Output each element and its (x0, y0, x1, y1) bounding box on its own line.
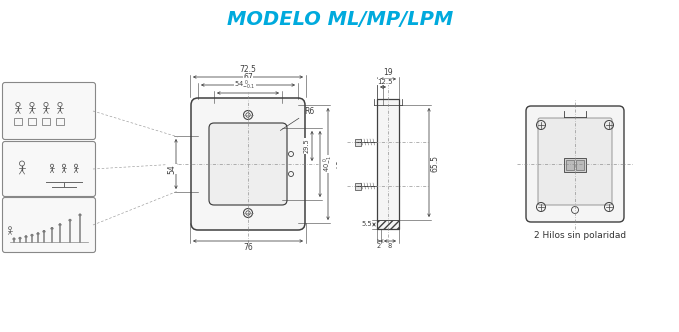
FancyBboxPatch shape (538, 118, 612, 205)
Text: $40^{\ 0}_{-1}$: $40^{\ 0}_{-1}$ (322, 155, 335, 173)
Bar (576, 160, 584, 170)
Text: 76: 76 (330, 159, 339, 169)
Text: 72.5: 72.5 (240, 65, 257, 74)
Text: 12.5: 12.5 (378, 79, 392, 85)
Circle shape (43, 230, 45, 233)
FancyBboxPatch shape (191, 98, 305, 230)
Circle shape (69, 219, 71, 221)
Bar (566, 160, 574, 170)
Text: 65.5: 65.5 (431, 155, 440, 173)
Text: 67: 67 (243, 73, 253, 82)
Text: 19: 19 (383, 68, 393, 77)
Circle shape (37, 232, 39, 235)
Circle shape (79, 214, 81, 216)
Bar (377, 220, 399, 229)
Text: R6: R6 (280, 107, 314, 130)
Text: 2: 2 (377, 243, 381, 249)
Circle shape (13, 238, 15, 240)
FancyBboxPatch shape (3, 198, 96, 253)
FancyBboxPatch shape (3, 82, 96, 139)
Circle shape (19, 237, 21, 239)
Bar (355, 183, 361, 190)
Bar (56, 118, 64, 125)
Text: 29.5: 29.5 (304, 139, 310, 153)
Text: 76: 76 (243, 243, 253, 252)
Bar (377, 99, 399, 229)
Text: MODELO ML/MP/LPM: MODELO ML/MP/LPM (227, 10, 453, 29)
Bar (14, 118, 22, 125)
Text: 54: 54 (168, 164, 177, 174)
Text: $54^{\ 0}_{-0.1}$: $54^{\ 0}_{-0.1}$ (234, 79, 256, 92)
FancyBboxPatch shape (209, 123, 287, 205)
Circle shape (25, 235, 27, 238)
Bar (42, 118, 50, 125)
Circle shape (51, 227, 53, 230)
Circle shape (59, 223, 61, 226)
Circle shape (31, 234, 33, 236)
Text: 8: 8 (388, 243, 392, 249)
FancyBboxPatch shape (3, 141, 96, 197)
Bar (355, 138, 361, 145)
Bar (28, 118, 36, 125)
Text: 5.5: 5.5 (361, 221, 372, 227)
Bar (564, 158, 586, 172)
FancyBboxPatch shape (526, 106, 624, 222)
Text: 2 Hilos sin polaridad: 2 Hilos sin polaridad (534, 231, 626, 240)
